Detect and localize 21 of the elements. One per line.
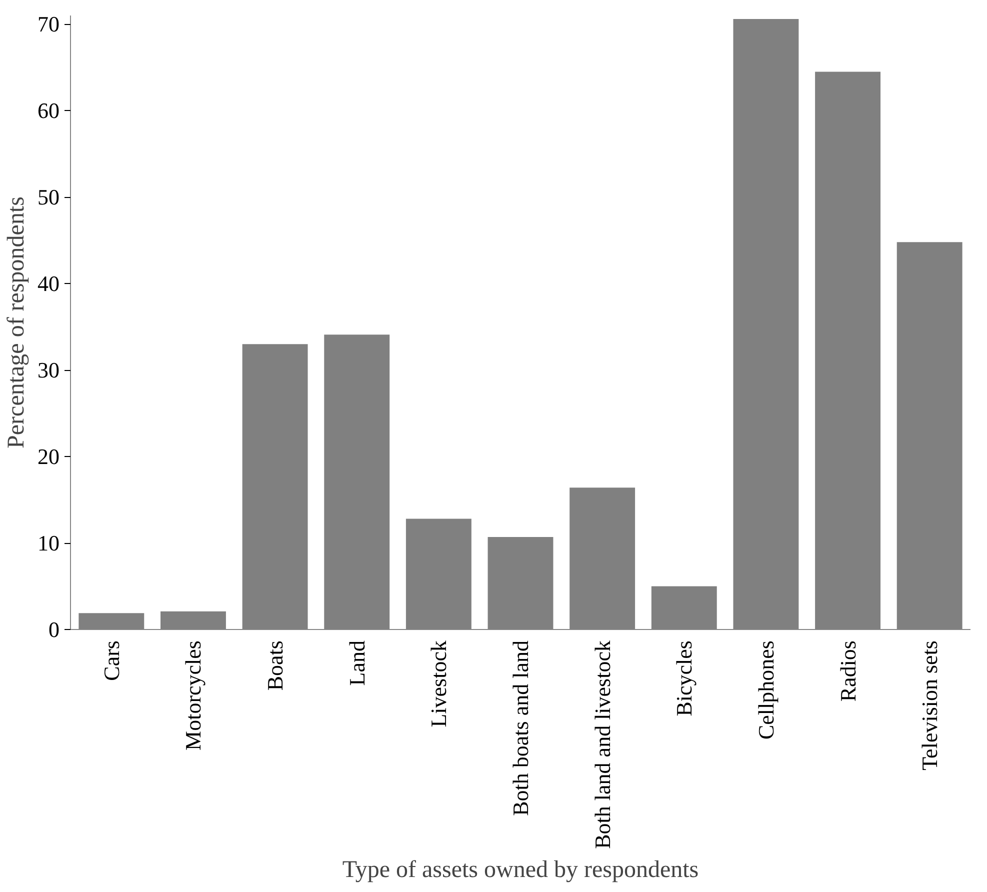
x-tick-label: Livestock: [426, 640, 452, 728]
x-tick-label: Television sets: [917, 640, 942, 770]
y-tick-label: 0: [48, 617, 60, 642]
y-axis-title: Percentage of respondents: [4, 196, 30, 448]
x-tick-label: Land: [344, 640, 370, 686]
x-tick-label: Radios: [835, 640, 860, 702]
y-tick-label: 10: [38, 530, 60, 556]
x-tick-label: Both land and livestock: [590, 640, 615, 849]
x-tick-label: Cars: [98, 640, 124, 681]
y-tick-label: 40: [38, 271, 60, 296]
y-tick-label: 30: [38, 358, 60, 383]
y-tick-label: 70: [38, 12, 60, 37]
y-tick-label: 60: [38, 98, 60, 124]
x-axis-title: Type of assets owned by respondents: [342, 856, 699, 883]
y-tick-label: 20: [38, 444, 60, 470]
x-tick-label: Motorcycles: [180, 640, 206, 750]
x-tick-label: Both boats and land: [508, 640, 533, 816]
x-tick-label: Cellphones: [753, 640, 778, 740]
x-tick-label: Boats: [262, 640, 288, 691]
x-tick-label: Bicycles: [672, 640, 697, 716]
y-tick-label: 50: [38, 184, 60, 210]
